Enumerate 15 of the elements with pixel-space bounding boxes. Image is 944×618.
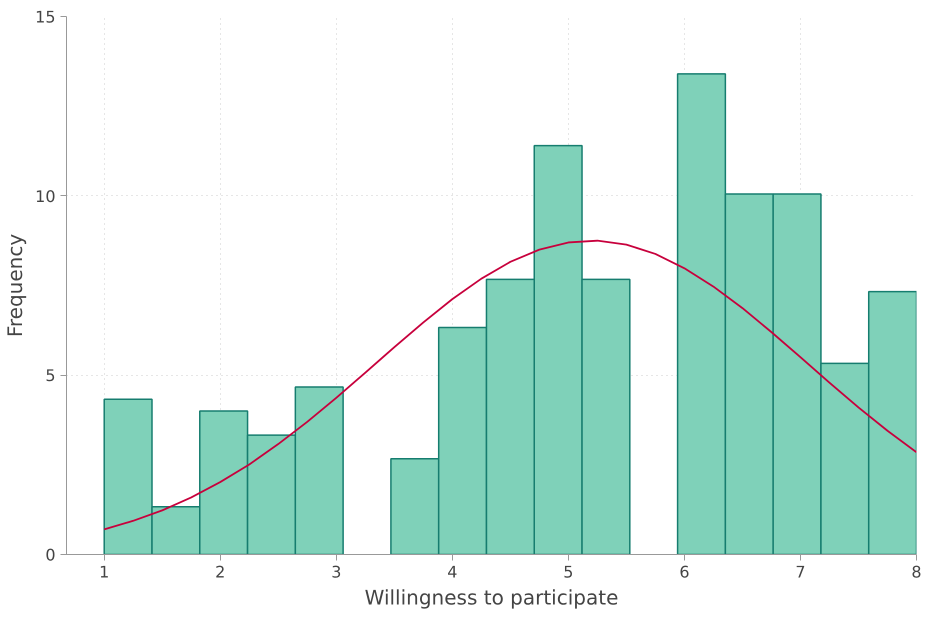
x-tick-label: 4 <box>447 562 458 582</box>
x-tick-label: 8 <box>911 562 922 582</box>
y-tick-label: 10 <box>35 186 56 206</box>
line-series <box>103 240 916 530</box>
y-axis-title: Frequency <box>3 234 28 338</box>
x-axis-title: Willingness to participate <box>364 586 618 610</box>
x-tick-label: 7 <box>795 562 806 582</box>
y-tick-label: 5 <box>45 366 56 386</box>
x-tick-label: 3 <box>331 562 342 582</box>
x-tick-label: 5 <box>563 562 574 582</box>
x-tick-label: 2 <box>215 562 226 582</box>
y-tick-label: 0 <box>45 546 56 564</box>
x-tick-label: 6 <box>679 562 690 582</box>
y-tick-label: 15 <box>35 8 56 26</box>
x-tick-label: 1 <box>99 562 110 582</box>
